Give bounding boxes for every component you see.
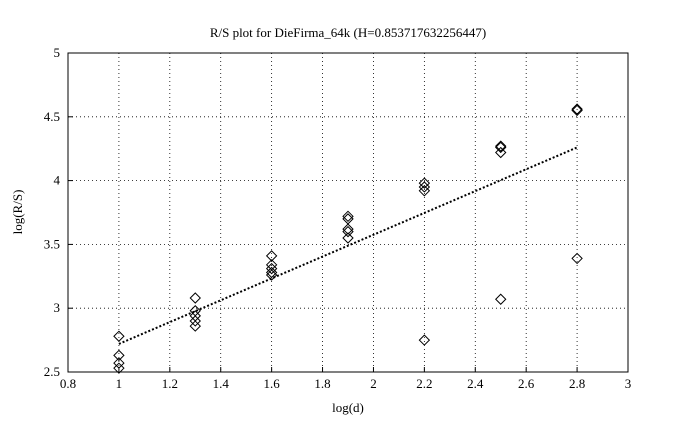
point — [342, 223, 354, 235]
y-tick-label: 4 — [54, 173, 61, 188]
point — [342, 232, 354, 244]
x-tick-label: 0.8 — [60, 376, 76, 391]
point — [495, 293, 507, 305]
x-tick-label: 1.6 — [264, 376, 281, 391]
chart-title: R/S plot for DieFirma_64k (H=0.853717632… — [210, 25, 486, 40]
x-tick-label: 1 — [116, 376, 123, 391]
point — [571, 252, 583, 265]
point — [113, 362, 125, 374]
point — [113, 349, 125, 362]
x-tick-label: 2.2 — [416, 376, 432, 391]
x-tick-label: 2 — [370, 376, 377, 391]
x-tick-label: 1.2 — [162, 376, 178, 391]
point — [265, 262, 278, 275]
point — [418, 185, 431, 197]
point — [265, 266, 278, 279]
point — [189, 292, 201, 304]
point — [113, 357, 125, 369]
point — [418, 177, 431, 189]
x-axis-label: log(d) — [332, 400, 364, 415]
y-tick-label: 5 — [54, 45, 61, 60]
point — [495, 146, 507, 159]
point — [189, 315, 201, 327]
x-tick-label: 2.8 — [569, 376, 585, 391]
y-tick-label: 3 — [54, 300, 61, 315]
y-axis-label: log(R/S) — [10, 190, 25, 235]
x-tick-label: 1.8 — [314, 376, 330, 391]
point — [189, 320, 201, 332]
x-tick-label: 3 — [625, 376, 632, 391]
point — [495, 141, 507, 154]
y-tick-label: 4.5 — [44, 109, 60, 124]
x-tick-label: 2.4 — [467, 376, 484, 391]
point — [571, 103, 583, 115]
fit-line — [118, 146, 578, 345]
point — [265, 269, 278, 281]
point — [418, 181, 431, 193]
plot-frame — [67, 52, 629, 373]
point — [418, 334, 431, 346]
y-tick-label: 3.5 — [44, 236, 60, 251]
point — [495, 140, 507, 152]
point — [113, 330, 125, 342]
point — [265, 250, 278, 262]
x-tick-label: 2.6 — [518, 376, 535, 391]
y-tick-label: 2.5 — [44, 364, 60, 379]
point — [342, 210, 354, 223]
x-tick-label: 1.4 — [213, 376, 230, 391]
point — [571, 104, 583, 117]
point — [342, 225, 354, 238]
